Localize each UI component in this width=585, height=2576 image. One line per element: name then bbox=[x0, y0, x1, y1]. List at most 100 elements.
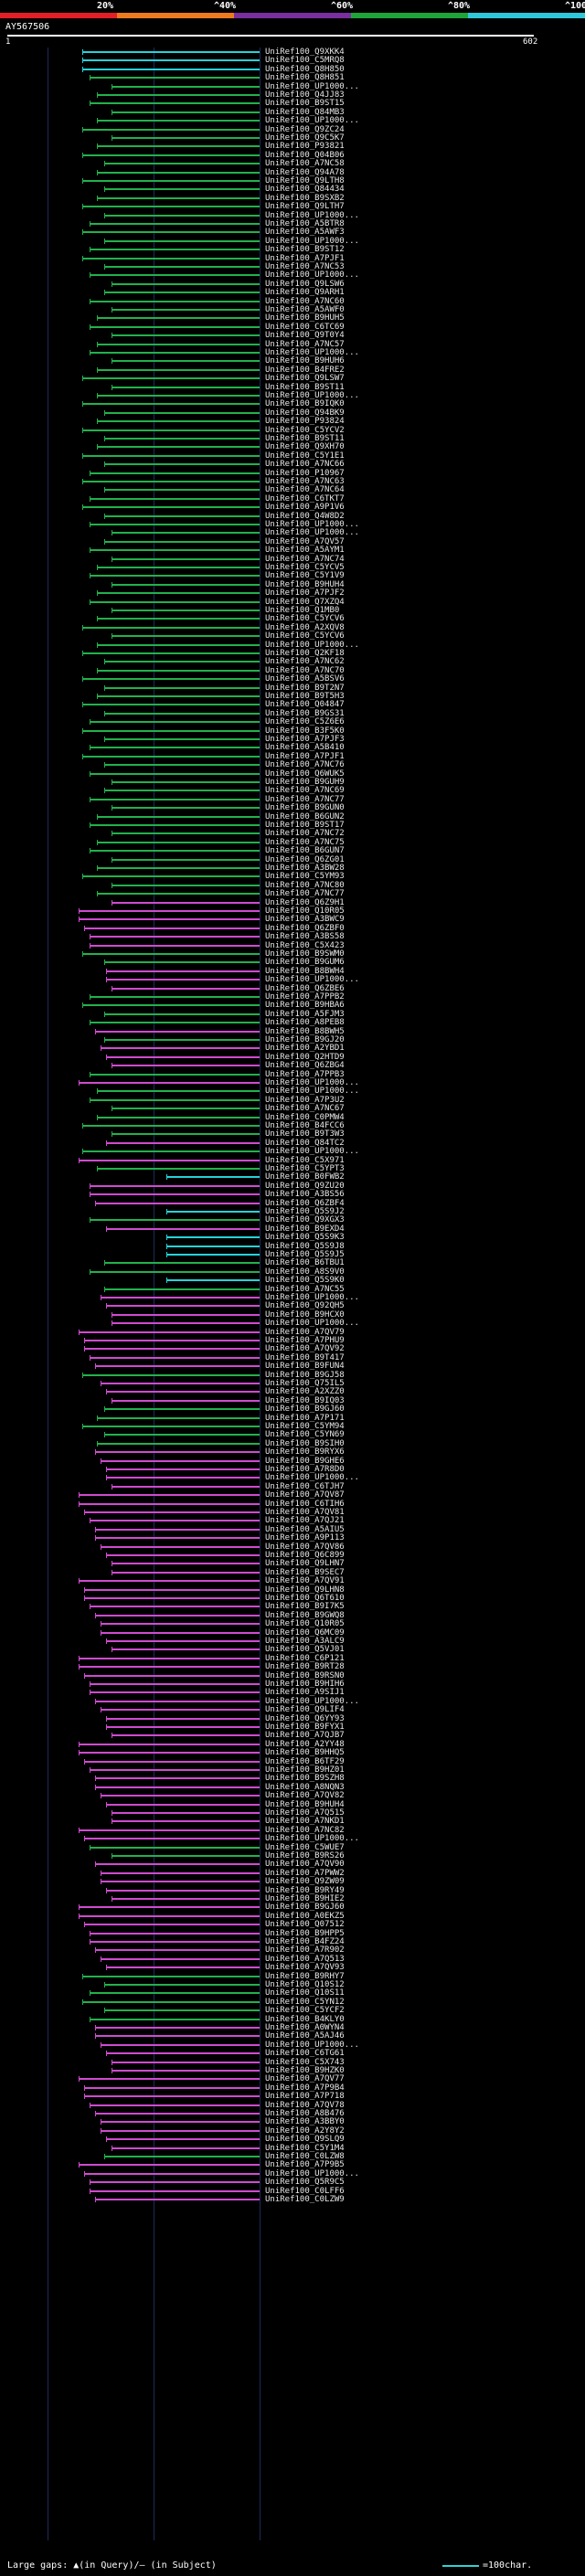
hit-row[interactable] bbox=[90, 524, 260, 525]
hit-label[interactable]: UniRef100_B9GJ60 bbox=[265, 1405, 345, 1415]
hit-label[interactable]: UniRef100_UP1000... bbox=[265, 2040, 359, 2050]
hit-row[interactable] bbox=[104, 2009, 260, 2012]
hit-label[interactable]: UniRef100_Q10S11 bbox=[265, 1988, 345, 1998]
hit-row[interactable] bbox=[104, 463, 260, 466]
hit-row[interactable] bbox=[79, 1666, 260, 1669]
hit-label[interactable]: UniRef100_A7NC77 bbox=[265, 889, 345, 899]
hit-row[interactable] bbox=[97, 343, 260, 345]
hit-label[interactable]: UniRef100_A7PPB2 bbox=[265, 992, 345, 1002]
hit-label[interactable]: UniRef100_Q6T610 bbox=[265, 1594, 345, 1603]
hit-label[interactable]: UniRef100_Q8H851 bbox=[265, 73, 345, 83]
hit-row[interactable] bbox=[79, 2164, 260, 2167]
hit-label[interactable]: UniRef100_A3BW28 bbox=[265, 864, 345, 873]
hit-label[interactable]: UniRef100_A7QV57 bbox=[265, 536, 345, 546]
hit-row[interactable] bbox=[97, 841, 260, 843]
hit-label[interactable]: UniRef100_Q1MB0 bbox=[265, 606, 340, 615]
hit-row[interactable] bbox=[112, 884, 260, 886]
hit-row[interactable] bbox=[106, 2138, 260, 2141]
hit-row[interactable] bbox=[84, 1924, 260, 1926]
hit-label[interactable]: UniRef100_Q6MC09 bbox=[265, 1627, 345, 1638]
hit-row[interactable] bbox=[79, 1906, 260, 1909]
hit-row[interactable] bbox=[112, 137, 260, 139]
hit-label[interactable]: UniRef100_A7Q515 bbox=[265, 1808, 345, 1818]
hit-row[interactable] bbox=[97, 867, 260, 869]
hit-row[interactable] bbox=[90, 1992, 260, 1995]
hit-row[interactable] bbox=[101, 2121, 260, 2124]
hit-row[interactable] bbox=[112, 532, 260, 535]
hit-label[interactable]: UniRef100_B9I7K5 bbox=[265, 1602, 345, 1612]
hit-row[interactable] bbox=[84, 2095, 260, 2098]
hit-label[interactable]: UniRef100_UP1000... bbox=[265, 975, 359, 985]
hit-label[interactable]: UniRef100_Q6ZG01 bbox=[265, 854, 345, 864]
hit-row[interactable] bbox=[90, 1932, 260, 1935]
hit-row[interactable] bbox=[90, 1520, 260, 1522]
hit-label[interactable]: UniRef100_C5YN12 bbox=[265, 1997, 345, 2007]
hit-label[interactable]: UniRef100_A7NC75 bbox=[265, 837, 345, 847]
hit-label[interactable]: UniRef100_UP1000... bbox=[265, 2168, 359, 2178]
hit-label[interactable]: UniRef100_B9RY49 bbox=[265, 1885, 345, 1895]
hit-label[interactable]: UniRef100_B6TBU1 bbox=[265, 1258, 345, 1268]
hit-row[interactable] bbox=[90, 747, 260, 749]
hit-row[interactable] bbox=[82, 429, 260, 431]
hit-label[interactable]: UniRef100_Q9LSW6 bbox=[265, 279, 345, 289]
hit-row[interactable] bbox=[112, 583, 260, 586]
hit-row[interactable] bbox=[104, 163, 260, 165]
hit-row[interactable] bbox=[97, 592, 260, 595]
hit-label[interactable]: UniRef100_Q7XZQ4 bbox=[265, 597, 345, 607]
hit-label[interactable]: UniRef100_C0LFF6 bbox=[265, 2186, 345, 2196]
hit-label[interactable]: UniRef100_Q10R05 bbox=[265, 906, 345, 916]
hit-row[interactable] bbox=[112, 1485, 260, 1488]
hit-row[interactable] bbox=[95, 2035, 260, 2038]
hit-label[interactable]: UniRef100_P10967 bbox=[265, 468, 345, 478]
hit-row[interactable] bbox=[90, 936, 260, 938]
hit-row[interactable] bbox=[106, 1554, 260, 1556]
hit-row[interactable] bbox=[104, 188, 260, 191]
hit-row[interactable] bbox=[104, 214, 260, 217]
hit-label[interactable]: UniRef100_C0LZW8 bbox=[265, 2152, 345, 2161]
hit-row[interactable] bbox=[79, 910, 260, 912]
hit-row[interactable] bbox=[90, 1073, 260, 1076]
hit-row[interactable] bbox=[104, 712, 260, 715]
hit-row[interactable] bbox=[104, 1408, 260, 1411]
hit-row[interactable] bbox=[84, 1511, 260, 1513]
hit-row[interactable] bbox=[90, 798, 260, 800]
hit-label[interactable]: UniRef100_Q5S9J8 bbox=[265, 1241, 345, 1251]
hit-label[interactable]: UniRef100_UP1000... bbox=[265, 348, 359, 357]
hit-label[interactable]: UniRef100_UP1000... bbox=[265, 520, 359, 529]
hit-label[interactable]: UniRef100_Q6Z9H1 bbox=[265, 897, 345, 907]
hit-label[interactable]: UniRef100_UP1000... bbox=[265, 1293, 359, 1302]
hit-label[interactable]: UniRef100_A7PJF2 bbox=[265, 588, 345, 599]
hit-label[interactable]: UniRef100_A2Y8Y2 bbox=[265, 2125, 345, 2136]
hit-row[interactable] bbox=[166, 1176, 260, 1179]
hit-label[interactable]: UniRef100_B9IQ03 bbox=[265, 1395, 345, 1405]
hit-row[interactable] bbox=[95, 1451, 260, 1454]
hit-label[interactable]: UniRef100_B4FZ24 bbox=[265, 1937, 345, 1946]
hit-row[interactable] bbox=[84, 1838, 260, 1840]
hit-row[interactable] bbox=[112, 1571, 260, 1574]
hit-row[interactable] bbox=[101, 1545, 260, 1548]
hit-label[interactable]: UniRef100_A8S9V0 bbox=[265, 1267, 345, 1277]
hit-label[interactable]: UniRef100_B3F5K0 bbox=[265, 726, 345, 736]
hit-row[interactable] bbox=[166, 1236, 260, 1239]
hit-row[interactable] bbox=[104, 1262, 260, 1265]
hit-label[interactable]: UniRef100_Q94A78 bbox=[265, 167, 345, 177]
hit-row[interactable] bbox=[104, 790, 260, 792]
hit-label[interactable]: UniRef100_Q9LTH7 bbox=[265, 202, 345, 212]
hit-row[interactable] bbox=[104, 1434, 260, 1436]
hit-row[interactable] bbox=[166, 1245, 260, 1247]
hit-label[interactable]: UniRef100_B9HIH6 bbox=[265, 1680, 345, 1689]
hit-row[interactable] bbox=[90, 549, 260, 552]
hit-row[interactable] bbox=[79, 1752, 260, 1754]
hit-label[interactable]: UniRef100_C0PMW4 bbox=[265, 1112, 345, 1122]
hit-label[interactable]: UniRef100_B9FUN4 bbox=[265, 1362, 345, 1372]
hit-label[interactable]: UniRef100_B9HUH4 bbox=[265, 579, 345, 589]
hit-label[interactable]: UniRef100_B9GJ58 bbox=[265, 1370, 345, 1380]
hit-label[interactable]: UniRef100_UP1000... bbox=[265, 391, 359, 400]
hit-label[interactable]: UniRef100_Q9LHN7 bbox=[265, 1559, 345, 1569]
hit-row[interactable] bbox=[112, 1322, 260, 1325]
hit-row[interactable] bbox=[112, 610, 260, 611]
hit-label[interactable]: UniRef100_C5YCV5 bbox=[265, 563, 345, 572]
hit-label[interactable]: UniRef100_A8B476 bbox=[265, 2109, 345, 2118]
hit-row[interactable] bbox=[95, 2199, 260, 2200]
hit-row[interactable] bbox=[95, 1777, 260, 1780]
